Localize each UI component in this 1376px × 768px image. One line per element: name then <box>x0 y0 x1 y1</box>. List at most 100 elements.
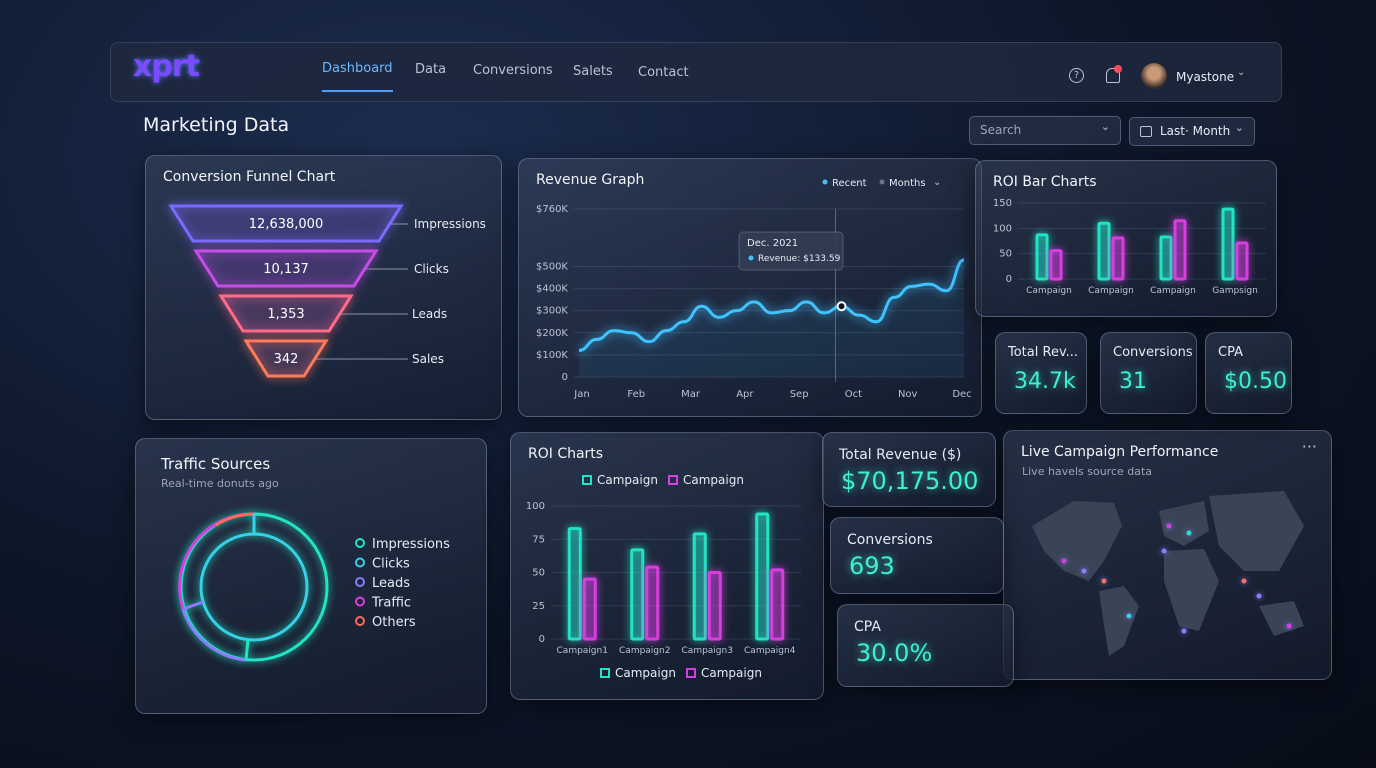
line-chart: 0 $100K $200K $300K $400K $500K $760K Jan Feb Mar… <box>536 177 972 400</box>
caret: ⌄ <box>1100 120 1110 133</box>
nav-link[interactable]: Contact <box>638 65 689 80</box>
donut-ring <box>179 512 329 662</box>
legend-label: Leads <box>372 576 410 591</box>
legend-swatch <box>879 179 885 185</box>
panel-title: ROI Charts <box>528 446 604 462</box>
user-name[interactable]: Myastone <box>1176 70 1235 84</box>
nav-link[interactable]: Data <box>415 62 447 77</box>
donut-arc <box>181 608 247 662</box>
nav-link[interactable]: Conversions <box>473 63 553 78</box>
kpi-value: 30.0% <box>856 639 933 667</box>
page-title: Marketing Data <box>143 114 290 136</box>
kpi-value: $70,175.00 <box>841 467 979 495</box>
period-select[interactable]: Last· Month ⌄ <box>1129 117 1255 146</box>
legend-label: Campaign <box>615 666 676 680</box>
x-tick-label: Nov <box>898 389 918 400</box>
y-tick-label: 25 <box>532 601 545 612</box>
legend-label: Recent <box>832 178 867 189</box>
x-tick-label: Campaign <box>1088 286 1134 296</box>
y-tick-label: $500K <box>536 261 568 272</box>
kpi-label: Conversions <box>1113 345 1193 360</box>
y-tick-label: 50 <box>999 249 1012 260</box>
x-tick-label: Feb <box>627 389 645 400</box>
kpi-card: Conversions 693 <box>830 517 1004 594</box>
dot <box>1186 530 1192 536</box>
funnel-value: 1,353 <box>267 307 304 322</box>
x-tick-label: Oct <box>845 389 862 400</box>
kpi-label: Total Revenue ($) <box>839 447 962 463</box>
nav-link[interactable]: Salets <box>573 64 613 79</box>
caret: ⌄ <box>1234 121 1244 134</box>
x-tick-label: Dec <box>952 389 971 400</box>
donut-arc <box>215 512 255 527</box>
tooltip-text: Revenue: $133.59 <box>758 254 841 264</box>
kpi-value: 693 <box>849 552 895 580</box>
bell-icon[interactable] <box>1106 68 1120 83</box>
x-tick-label: Gampsign <box>1212 286 1258 296</box>
funnel-stage <box>218 294 354 333</box>
avatar[interactable] <box>1141 63 1167 89</box>
kpi-card: Conversions 31 <box>1100 332 1197 414</box>
bar <box>645 565 660 641</box>
legend-label: Clicks <box>372 557 410 572</box>
y-tick-label: $100K <box>536 350 568 361</box>
funnel-label: Clicks <box>414 262 449 276</box>
caret: ⌄ <box>933 177 941 188</box>
legend-swatch <box>355 596 365 607</box>
x-tick-label: Campaign1 <box>557 646 608 656</box>
y-tick-label: 100 <box>993 223 1012 234</box>
europe <box>1159 501 1209 546</box>
panel-title: Traffic Sources <box>161 455 271 473</box>
bar <box>1159 235 1173 281</box>
nav-bar: xprt Dashboard Data Conversions Salets C… <box>110 42 1282 102</box>
bar <box>567 527 582 641</box>
help-icon[interactable]: ? <box>1069 68 1084 83</box>
funnel-panel: Conversion Funnel Chart 12,638,000 Impres… <box>145 155 502 420</box>
x-tick-label: Sep <box>790 389 809 400</box>
search-box[interactable]: Search ⌄ <box>969 116 1121 145</box>
funnel-label: Leads <box>412 307 447 321</box>
south-america <box>1099 586 1139 656</box>
dot <box>1241 578 1247 584</box>
donut-arc <box>178 512 255 610</box>
x-tick-label: Campaign <box>1026 286 1072 296</box>
traffic-panel: Traffic Sources Real-time donuts ago Imp… <box>135 438 487 714</box>
revenue-panel: Revenue Graph 0 $100K $200K $300K $400K $500K… <box>518 158 982 417</box>
x-tick-label: Mar <box>681 389 701 400</box>
calendar-icon <box>1140 126 1152 137</box>
logo[interactable]: xprt <box>133 49 200 84</box>
funnel-label: Impressions <box>414 217 486 231</box>
roi-panel: ROI Charts 0 25 50 75 100 Campaign1 Campaign2 C… <box>510 432 824 700</box>
bar-chart: 0 50 100 150 Campaign Campaign Campaign Gampsig… <box>993 198 1266 296</box>
nav-link[interactable]: Dashboard <box>322 61 393 92</box>
notification-badge <box>1114 65 1122 73</box>
legend-swatch <box>355 538 365 548</box>
line-area <box>579 259 964 377</box>
tooltip-date: Dec. 2021 <box>747 238 798 249</box>
map-panel: Live Campaign Performance Live havels so… <box>1003 430 1332 680</box>
y-tick-label: 75 <box>532 534 545 545</box>
donut-ring <box>199 532 309 642</box>
period-text: Last· Month <box>1160 124 1231 138</box>
bar <box>1049 249 1063 281</box>
bar-chart: 0 25 50 75 100 Campaign1 Campaign2 Campaign3 Cam… <box>526 473 801 680</box>
panel-subtitle: Live havels source data <box>1022 465 1153 478</box>
donut-divider <box>244 639 250 661</box>
funnel-value: 10,137 <box>263 262 309 277</box>
legend-label: Campaign <box>701 666 762 680</box>
kpi-card: Total Rev... 34.7k <box>995 332 1087 414</box>
kpi-label: Conversions <box>847 532 933 548</box>
panel-title: Conversion Funnel Chart <box>163 169 336 185</box>
dot <box>1286 623 1292 629</box>
more-menu[interactable]: ··· <box>1301 437 1317 456</box>
legend-swatch <box>668 475 678 485</box>
user-caret[interactable]: ⌄ <box>1237 67 1246 78</box>
kpi-card: Total Revenue ($) $70,175.00 <box>822 432 996 507</box>
kpi-label: Total Rev... <box>1008 345 1079 360</box>
continents <box>1032 491 1304 656</box>
dot <box>1181 628 1187 634</box>
kpi-card: CPA 30.0% <box>837 604 1014 687</box>
bar <box>1235 241 1249 281</box>
bar <box>1221 207 1235 281</box>
